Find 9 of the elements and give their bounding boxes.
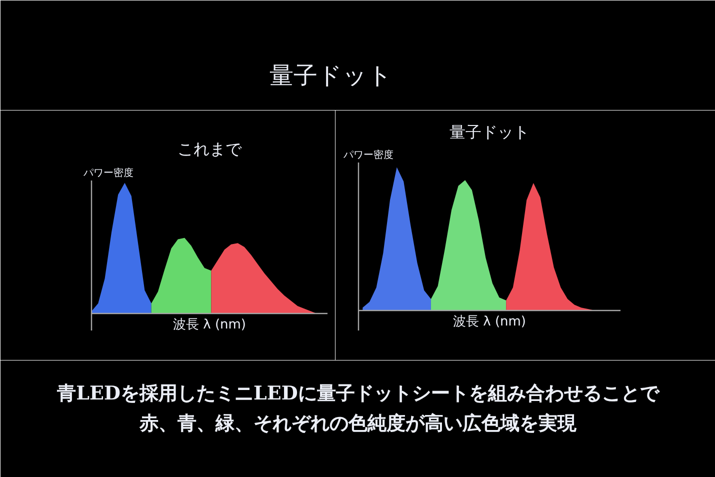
text: 赤、青、緑、それぞれの色純度が高い広色域を実現 [138,412,578,434]
text: 青LEDを採用したミニLEDに量子ドットシートを組み合わせることで [56,382,660,404]
chart-title: 量子ドット [450,122,530,142]
y-axis-title: パワー密度 [82,167,134,179]
text: 量子ドット [270,62,392,90]
y-axis-title: パワー密度 [342,149,394,161]
x-axis-title: 波長 λ (nm) [173,318,246,332]
chart-title: これまで [178,140,242,158]
x-axis-title: 波長 λ (nm) [453,314,526,330]
